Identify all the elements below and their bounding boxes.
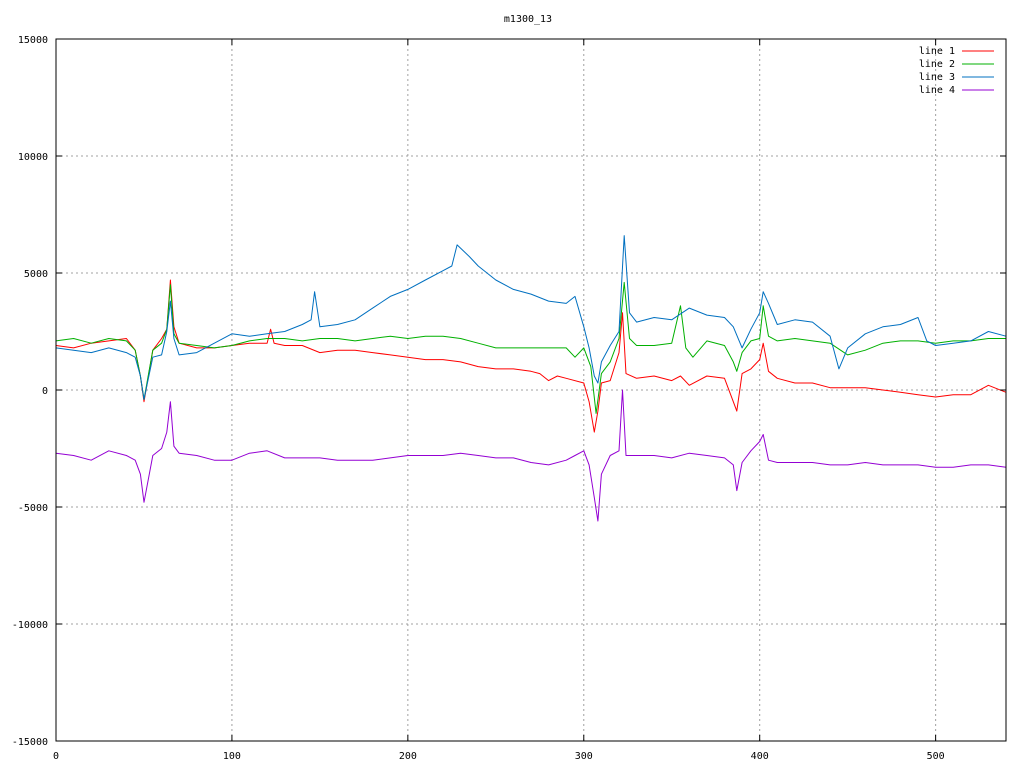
series-line-1 bbox=[55, 279, 1007, 433]
legend-label: line 1 bbox=[919, 46, 955, 57]
y-tick-label: 15000 bbox=[18, 35, 48, 46]
x-tick-label: 100 bbox=[223, 751, 241, 762]
axis-ticks: 0 100 200 300 400 500 -15000 -10000 -5000 0 5000 10… bbox=[12, 35, 1006, 762]
series-lines bbox=[55, 235, 1007, 522]
x-tick-label: 300 bbox=[575, 751, 593, 762]
grid bbox=[56, 39, 1006, 741]
plot-frame bbox=[55, 38, 1007, 742]
legend: line 1 line 2 line 3 line 4 bbox=[919, 46, 994, 96]
y-tick-label: 0 bbox=[42, 386, 48, 397]
series-line-2 bbox=[55, 281, 1006, 414]
legend-label: line 2 bbox=[919, 59, 955, 70]
chart-title: m1300_13 bbox=[504, 14, 552, 25]
series-line-4 bbox=[55, 389, 1007, 522]
x-tick-label: 500 bbox=[927, 751, 945, 762]
x-tick-label: 400 bbox=[751, 751, 769, 762]
y-tick-label: -15000 bbox=[12, 737, 48, 748]
y-tick-label: 5000 bbox=[24, 269, 48, 280]
y-tick-label: -10000 bbox=[12, 620, 48, 631]
y-tick-label: 10000 bbox=[18, 152, 48, 163]
x-tick-label: 0 bbox=[53, 751, 59, 762]
y-tick-label: -5000 bbox=[18, 503, 48, 514]
x-tick-label: 200 bbox=[399, 751, 417, 762]
series-line-3 bbox=[55, 235, 1007, 400]
legend-label: line 4 bbox=[919, 85, 955, 96]
legend-label: line 3 bbox=[919, 72, 955, 83]
